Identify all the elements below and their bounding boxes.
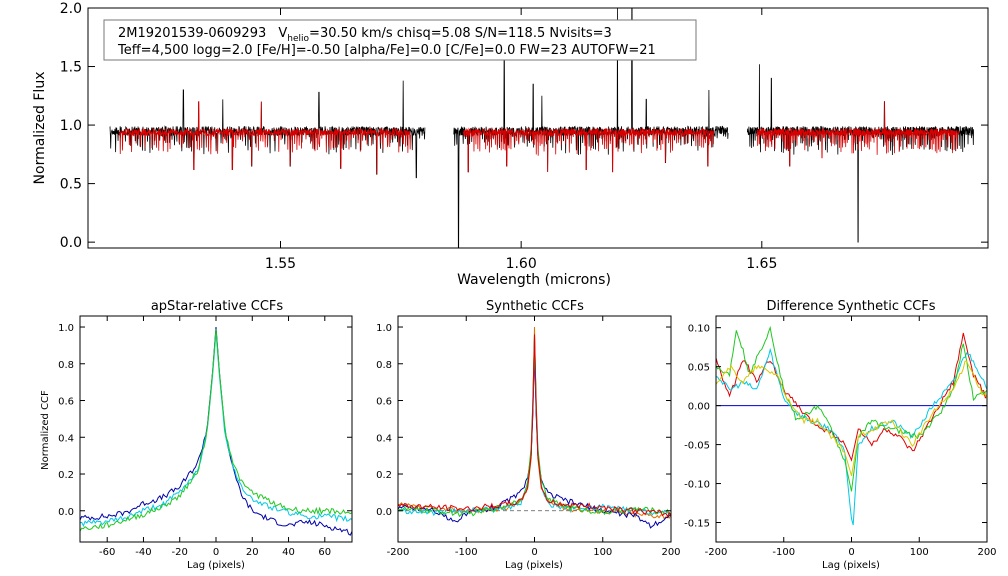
ccf1-series-visit-2	[79, 332, 353, 528]
ccf3-series-visit-1	[715, 332, 988, 462]
ccf1-title: apStar-relative CCFs	[151, 299, 284, 314]
ccf1-ticks: -60 -40 -20 0 20 40 60 0.0 0.2 0.4 0.6 0.8 1.0	[58, 316, 352, 558]
ccf1-xtick-label: 0	[213, 547, 219, 558]
ccf2-ytick-label: 0.0	[376, 507, 392, 518]
ccf3-ytick-label: -0.10	[684, 480, 710, 491]
ccf2-xtick-label: 200	[661, 547, 680, 558]
spectrum-ylabel: Normalized Flux	[32, 72, 48, 185]
ccf3-ytick-label: 0.05	[688, 363, 710, 374]
spectrum-xtick-label: 1.60	[506, 256, 537, 272]
ccf2-ytick-label: 0.6	[376, 397, 392, 408]
ccf1-ytick-label: 0.6	[58, 397, 74, 408]
ccf2-series-visit-1	[397, 352, 672, 529]
ccf1-plot-area	[79, 326, 353, 536]
spectrum-ytick-label: 2.0	[60, 1, 82, 17]
ccf3-panel: Difference Synthetic CCFs -200 -100 0 100 20…	[684, 299, 996, 571]
ccf2-xtick-label: 100	[593, 547, 612, 558]
ccf1-xtick-label: -40	[135, 547, 151, 558]
ccf2-series-synthetic	[397, 327, 672, 520]
spectrum-xtick-label: 1.55	[265, 256, 296, 272]
ccf1-series-visit-3	[79, 328, 353, 532]
spectrum-ytick-label: 1.5	[60, 60, 82, 76]
spectrum-observed-line	[109, 80, 426, 179]
ccf2-ticks: -200 -100 0 100 200 0.0 0.2 0.4 0.6 0.8 1.0	[376, 316, 681, 558]
ccf1-ytick-label: 1.0	[58, 323, 74, 334]
ccf1-panel: apStar-relative CCFs -60 -40 -20 0 20 40 60 0.0…	[40, 299, 353, 571]
ccf3-xtick-label: 200	[977, 547, 996, 558]
ccf3-ticks: -200 -100 0 100 200 -0.15 -0.10 -0.05 0.00 0.05 0.…	[684, 316, 997, 558]
ccf2-title: Synthetic CCFs	[486, 299, 584, 314]
ccf3-title: Difference Synthetic CCFs	[766, 299, 935, 314]
ccf3-frame	[715, 315, 988, 543]
spectrum-panel: 1.55 1.60 1.65 0.0 0.5 1.0 1.5 2.0 Normalized F…	[32, 1, 989, 288]
ccf1-xtick-label: 60	[318, 547, 331, 558]
ccf1-ylabel: Normalized CCF	[40, 390, 51, 470]
info-line-1: 2M19201539-0609293 Vhelio=30.50 km/s chi…	[118, 26, 612, 44]
ccf1-ytick-label: 0.0	[58, 507, 74, 518]
info-line-2: Teff=4,500 logg=2.0 [Fe/H]=-0.50 [alpha/…	[117, 43, 656, 58]
ccf1-frame	[79, 315, 353, 543]
ccf3-ytick-label: -0.05	[684, 441, 710, 452]
spectrum-xlabel: Wavelength (microns)	[457, 272, 611, 288]
ccf3-ytick-label: 0.10	[688, 324, 710, 335]
ccf3-series-visit-2	[715, 347, 988, 526]
ccf2-xtick-label: -100	[455, 547, 478, 558]
ccf1-xtick-label: -20	[172, 547, 188, 558]
ccf2-ytick-label: 0.8	[376, 360, 392, 371]
ccf1-xtick-label: 40	[282, 547, 295, 558]
ccf3-ytick-label: -0.15	[684, 519, 710, 530]
ccf3-plot-area	[715, 325, 988, 526]
ccf2-ytick-label: 0.2	[376, 470, 392, 481]
ccf1-xlabel: Lag (pixels)	[187, 560, 245, 571]
ccf1-ytick-label: 0.4	[58, 433, 74, 444]
spectrum-model-line	[463, 127, 715, 173]
ccf3-xtick-label: 0	[848, 547, 854, 558]
ccf2-series-visit-4	[397, 334, 672, 518]
info-box	[103, 19, 697, 61]
spectrum-xtick-label: 1.65	[746, 256, 777, 272]
ccf2-plot-area	[397, 327, 672, 529]
spectrum-ticks: 1.55 1.60 1.65 0.0 0.5 1.0 1.5 2.0	[60, 1, 988, 272]
ccf3-series-visit-3	[715, 325, 988, 492]
ccf2-xlabel: Lag (pixels)	[505, 560, 563, 571]
spectrum-model-line	[118, 101, 411, 175]
ccf2-ytick-label: 1.0	[376, 323, 392, 334]
ccf2-panel: Synthetic CCFs -200 -100 0 100 200 0.0 0.2 0.4 0…	[376, 299, 680, 571]
ccf1-xtick-label: -60	[99, 547, 115, 558]
ccf1-xtick-label: 20	[246, 547, 259, 558]
ccf3-ytick-label: 0.00	[688, 402, 710, 413]
info-object: 2M19201539-0609293	[118, 26, 266, 41]
ccf1-ytick-label: 0.2	[58, 470, 74, 481]
ccf2-ytick-label: 0.4	[376, 433, 392, 444]
ccf2-xtick-label: -200	[387, 547, 410, 558]
ccf2-xtick-label: 0	[531, 547, 537, 558]
ccf1-series-visit-1	[79, 326, 353, 536]
ccf3-xtick-label: 100	[910, 547, 929, 558]
info-vhelio-prefix: V	[278, 26, 287, 41]
spectrum-ytick-label: 1.0	[60, 118, 82, 134]
ccf3-xtick-label: -200	[705, 547, 728, 558]
ccf3-xtick-label: -100	[772, 547, 795, 558]
ccf3-xlabel: Lag (pixels)	[822, 560, 880, 571]
spectrum-plot-area	[109, 7, 974, 249]
spectrum-ytick-label: 0.0	[60, 235, 82, 251]
ccf1-ytick-label: 0.8	[58, 360, 74, 371]
spectrum-model-line	[756, 101, 960, 167]
ccf3-series-visit-4	[715, 360, 988, 476]
spectrum-ytick-label: 0.5	[60, 177, 82, 193]
info-vhelio-rest: =30.50 km/s chisq=5.08 S/N=118.5 Nvisits…	[309, 26, 612, 41]
spectrum-frame	[87, 7, 989, 249]
info-vhelio-subscript: helio	[287, 34, 309, 44]
spectrum-observed-line	[746, 64, 974, 243]
